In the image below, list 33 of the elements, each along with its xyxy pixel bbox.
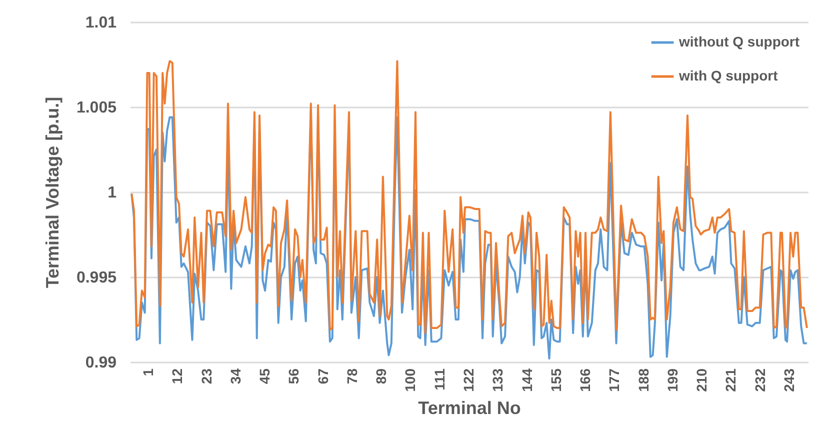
x-axis-title: Terminal No	[418, 398, 521, 418]
x-tick-label: 177	[606, 368, 622, 392]
x-tick-label: 188	[635, 368, 652, 392]
y-axis-title: Terminal Voltage [p.u.]	[42, 96, 62, 288]
x-tick-label: 133	[490, 368, 506, 392]
x-tick-label: 12	[169, 368, 186, 384]
x-tick-label: 144	[518, 368, 535, 392]
y-tick-label: 1	[108, 184, 117, 202]
legend-label: without Q support	[678, 34, 800, 50]
x-tick-label: 23	[198, 368, 214, 384]
x-tick-label: 166	[577, 368, 594, 392]
x-tick-label: 243	[780, 368, 797, 392]
y-tick-label: 1.005	[76, 100, 117, 116]
x-tick-label: 221	[722, 368, 739, 392]
x-tick-label: 210	[694, 368, 710, 392]
y-tick-label: 1.01	[85, 14, 117, 32]
x-tick-label: 232	[752, 368, 768, 392]
x-tick-label: 56	[286, 368, 302, 384]
x-tick-label: 155	[548, 368, 564, 392]
x-tick-label: 89	[373, 368, 390, 384]
x-tick-label: 67	[314, 368, 331, 384]
x-tick-label: 111	[431, 368, 448, 390]
y-tick-label: 0.995	[76, 270, 117, 286]
x-tick-label: 45	[256, 368, 273, 384]
x-tick-label: 78	[344, 368, 360, 384]
x-tick-label: 100	[402, 368, 418, 392]
x-tick-label: 122	[460, 368, 476, 392]
x-tick-label: 34	[227, 368, 244, 384]
x-tick-label: 1	[140, 368, 156, 376]
x-tick-label: 199	[664, 368, 680, 392]
y-tick-label: 0.99	[85, 354, 117, 372]
legend-label: with Q support	[678, 68, 778, 84]
line-series	[130, 60, 808, 334]
